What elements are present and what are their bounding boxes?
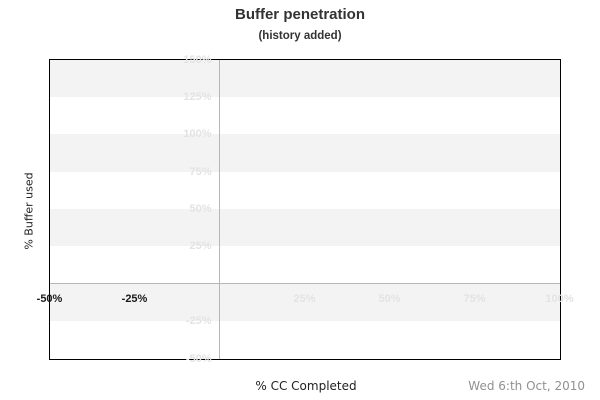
grid-band-stripe [49,59,560,97]
x-tick-label: 50% [378,292,401,305]
plot-area: 150% 125% 100% 75% 50% 25% -25% -50% -50% -25% 25%… [37,54,574,365]
x-tick-label: 75% [463,292,486,305]
x-axis-zero-line [49,283,560,285]
x-tick-label: 25% [293,292,316,305]
x-tick-label: -50% [36,292,63,305]
y-axis-zero-line [219,59,220,359]
y-tick-label: 75% [189,165,212,178]
y-tick-label: 125% [183,90,212,103]
x-tick-label: 100% [545,292,574,305]
x-axis-title: % CC Completed [255,379,357,393]
grid-band-stripe [49,171,560,209]
chart-subtitle: (history added) [258,30,342,42]
y-tick-label: 25% [189,240,212,253]
chart-title: Buffer penetration [234,6,365,23]
y-tick-label: -50% [185,352,212,365]
y-axis-title: % Buffer used [22,172,36,250]
y-tick-label: 50% [189,203,212,215]
y-tick-label: 100% [183,128,212,141]
grid-band-stripe [49,321,560,359]
grid-band-stripe [49,134,560,172]
grid-band-stripe [49,283,560,322]
y-tick-label: -25% [185,315,212,328]
grid-band-stripe [49,209,560,247]
grid-band-stripe [49,246,560,284]
date-label: Wed 6:th Oct, 2010 [468,379,585,393]
y-tick-label: 150% [183,53,212,66]
grid-band-stripe [49,96,560,135]
x-tick-label: -25% [121,292,148,305]
